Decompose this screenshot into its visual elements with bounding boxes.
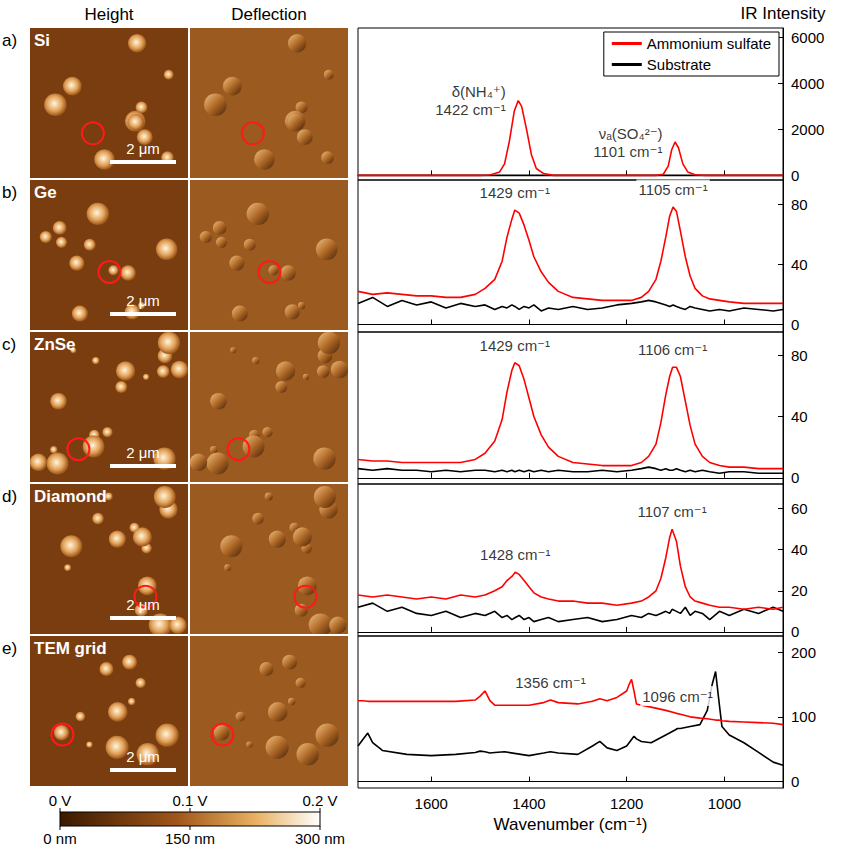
svg-text:2 μm: 2 μm <box>126 292 160 309</box>
svg-text:2 μm: 2 μm <box>126 140 160 157</box>
svg-text:0 V: 0 V <box>49 792 72 809</box>
svg-text:c): c) <box>2 335 16 354</box>
svg-text:4000: 4000 <box>791 75 824 92</box>
svg-text:1422 cm⁻¹: 1422 cm⁻¹ <box>435 101 505 118</box>
svg-text:100: 100 <box>791 708 816 725</box>
svg-text:0: 0 <box>791 316 799 333</box>
svg-text:80: 80 <box>791 196 808 213</box>
svg-text:20: 20 <box>791 582 808 599</box>
svg-text:Wavenumber (cm⁻¹): Wavenumber (cm⁻¹) <box>494 815 648 834</box>
svg-text:40: 40 <box>791 541 808 558</box>
svg-text:1429 cm⁻¹: 1429 cm⁻¹ <box>480 337 550 354</box>
svg-text:1096 cm⁻¹: 1096 cm⁻¹ <box>642 688 712 705</box>
svg-text:1200: 1200 <box>610 795 643 812</box>
svg-text:1107 cm⁻¹: 1107 cm⁻¹ <box>637 503 706 520</box>
svg-text:ZnSe: ZnSe <box>34 335 76 354</box>
svg-text:νₐ(SO₄²⁻): νₐ(SO₄²⁻) <box>599 125 663 142</box>
svg-text:200: 200 <box>791 644 816 661</box>
svg-text:80: 80 <box>791 347 808 364</box>
svg-text:1429 cm⁻¹: 1429 cm⁻¹ <box>480 184 550 201</box>
svg-text:Height: Height <box>84 5 133 24</box>
svg-text:d): d) <box>2 487 17 506</box>
svg-text:2 μm: 2 μm <box>126 596 160 613</box>
svg-text:1101 cm⁻¹: 1101 cm⁻¹ <box>593 143 662 160</box>
svg-text:1400: 1400 <box>512 795 545 812</box>
svg-text:Substrate: Substrate <box>647 56 711 73</box>
svg-text:0.2 V: 0.2 V <box>302 792 337 809</box>
svg-text:Diamond: Diamond <box>34 487 107 506</box>
svg-text:300 nm: 300 nm <box>295 830 345 847</box>
svg-text:0: 0 <box>791 469 799 486</box>
svg-text:150 nm: 150 nm <box>165 830 215 847</box>
svg-text:1105 cm⁻¹: 1105 cm⁻¹ <box>638 181 707 198</box>
svg-text:δ(NH₄⁺): δ(NH₄⁺) <box>452 83 506 100</box>
svg-text:1000: 1000 <box>708 795 741 812</box>
svg-text:0 nm: 0 nm <box>43 830 76 847</box>
svg-text:40: 40 <box>791 256 808 273</box>
svg-text:1428 cm⁻¹: 1428 cm⁻¹ <box>480 546 550 563</box>
svg-text:1106 cm⁻¹: 1106 cm⁻¹ <box>638 341 707 358</box>
svg-text:1356 cm⁻¹: 1356 cm⁻¹ <box>515 674 585 691</box>
svg-text:2000: 2000 <box>791 121 824 138</box>
svg-text:Si: Si <box>34 31 50 50</box>
svg-text:0: 0 <box>791 623 799 640</box>
svg-text:0: 0 <box>791 167 799 184</box>
svg-text:Ammonium sulfate: Ammonium sulfate <box>647 35 771 52</box>
svg-text:2 μm: 2 μm <box>126 748 160 765</box>
svg-text:IR Intensity: IR Intensity <box>740 4 826 23</box>
svg-text:6000: 6000 <box>791 29 824 46</box>
svg-text:e): e) <box>2 639 17 658</box>
svg-text:0: 0 <box>791 773 799 790</box>
svg-text:1600: 1600 <box>415 795 448 812</box>
svg-text:a): a) <box>2 31 17 50</box>
svg-text:0.1 V: 0.1 V <box>172 792 207 809</box>
svg-text:2 μm: 2 μm <box>126 444 160 461</box>
svg-text:b): b) <box>2 183 17 202</box>
svg-text:Ge: Ge <box>34 183 57 202</box>
svg-text:40: 40 <box>791 408 808 425</box>
svg-text:60: 60 <box>791 500 808 517</box>
svg-text:TEM grid: TEM grid <box>34 639 107 658</box>
svg-text:Deflection: Deflection <box>231 5 307 24</box>
